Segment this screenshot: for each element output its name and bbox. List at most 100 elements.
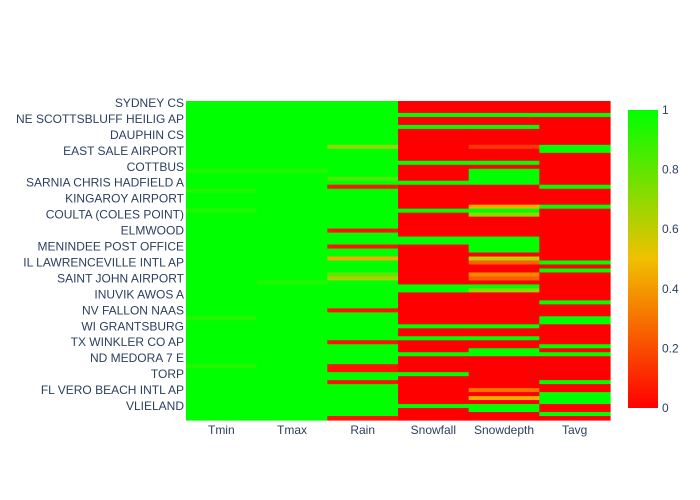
heatmap-cell xyxy=(468,292,540,297)
heatmap-cell xyxy=(186,236,258,242)
heatmap-cell xyxy=(539,384,611,389)
heatmap-cell xyxy=(468,216,540,222)
heatmap-cell xyxy=(256,144,328,150)
heatmap-cell xyxy=(186,328,258,333)
heatmap-cell xyxy=(256,252,328,258)
heatmap-cell xyxy=(327,344,399,349)
heatmap-cell xyxy=(539,128,611,134)
heatmap-cell xyxy=(398,252,470,258)
heatmap-cell xyxy=(398,400,470,405)
heatmap-cell xyxy=(468,304,540,309)
heatmap-cell xyxy=(256,260,328,266)
heatmap-cell xyxy=(186,348,258,353)
heatmap-cell xyxy=(539,176,611,182)
heatmap-cell xyxy=(398,104,470,110)
heatmap-cell xyxy=(327,348,399,353)
heatmap-cell xyxy=(468,140,540,146)
heatmap-cell xyxy=(186,260,258,266)
heatmap-cell xyxy=(186,160,258,166)
heatmap-cell xyxy=(539,396,611,401)
heatmap-cell xyxy=(398,280,470,286)
x-tick-label: Snowdepth xyxy=(474,423,534,437)
heatmap-cell xyxy=(539,232,611,238)
heatmap-cell xyxy=(468,212,540,218)
heatmap-cells xyxy=(186,101,611,421)
heatmap-cell xyxy=(327,212,399,218)
heatmap-cell xyxy=(468,308,540,313)
heatmap-cell xyxy=(327,248,399,254)
heatmap-cell xyxy=(186,116,258,122)
heatmap-cell xyxy=(468,360,540,365)
y-tick-label: SARNIA CHRIS HADFIELD A xyxy=(26,176,184,190)
heatmap-cell xyxy=(468,328,540,333)
heatmap-cell xyxy=(186,352,258,357)
heatmap-cell xyxy=(327,240,399,246)
heatmap-cell xyxy=(256,348,328,353)
heatmap-cell xyxy=(539,404,611,409)
heatmap-cell xyxy=(398,412,470,417)
heatmap-cell xyxy=(327,288,399,293)
heatmap-cell xyxy=(186,272,258,278)
heatmap-cell xyxy=(256,308,328,313)
heatmap-cell xyxy=(468,252,540,258)
heatmap-cell xyxy=(398,116,470,122)
heatmap-cell xyxy=(256,344,328,349)
heatmap-cell xyxy=(398,376,470,381)
heatmap-cell xyxy=(398,264,470,270)
heatmap-cell xyxy=(256,196,328,202)
heatmap-cell xyxy=(398,168,470,174)
heatmap-cell xyxy=(186,336,258,341)
heatmap-cell xyxy=(256,148,328,154)
heatmap-cell xyxy=(256,116,328,122)
colorbar-tick-label: 0.2 xyxy=(662,341,679,355)
heatmap-cell xyxy=(398,304,470,309)
y-tick-label: ND MEDORA 7 E xyxy=(90,351,184,365)
heatmap-cell xyxy=(539,412,611,417)
heatmap-cell xyxy=(398,384,470,389)
heatmap-cell xyxy=(256,184,328,190)
heatmap-cell xyxy=(256,180,328,186)
x-tick-label: Tmax xyxy=(277,423,307,437)
heatmap-cell xyxy=(398,404,470,409)
heatmap-cell xyxy=(186,264,258,270)
colorbar-tick-label: 1 xyxy=(662,103,669,117)
heatmap-cell xyxy=(327,204,399,210)
heatmap-cell xyxy=(186,108,258,114)
heatmap-cell xyxy=(539,336,611,341)
heatmap-cell xyxy=(398,212,470,218)
heatmap-cell xyxy=(327,380,399,385)
heatmap-cell xyxy=(468,260,540,266)
heatmap-cell xyxy=(256,292,328,297)
heatmap-cell xyxy=(468,148,540,154)
heatmap-cell xyxy=(327,404,399,409)
heatmap-cell xyxy=(186,256,258,262)
heatmap-cell xyxy=(327,388,399,393)
heatmap-cell xyxy=(327,200,399,206)
y-tick-label: KINGAROY AIRPORT xyxy=(65,192,185,206)
heatmap-cell xyxy=(398,352,470,357)
heatmap-cell xyxy=(256,356,328,361)
heatmap-cell xyxy=(186,228,258,234)
y-tick-label: ELMWOOD xyxy=(121,224,185,238)
heatmap-cell xyxy=(398,136,470,142)
heatmap-cell xyxy=(186,284,258,290)
heatmap-cell xyxy=(539,272,611,278)
heatmap-cell xyxy=(398,232,470,238)
heatmap-cell xyxy=(398,192,470,198)
heatmap-cell xyxy=(398,132,470,138)
heatmap-cell xyxy=(186,168,258,174)
heatmap-cell xyxy=(398,292,470,297)
heatmap-cell xyxy=(468,276,540,282)
heatmap-cell xyxy=(256,316,328,321)
heatmap-cell xyxy=(327,216,399,222)
heatmap-cell xyxy=(468,228,540,234)
heatmap-cell xyxy=(256,136,328,142)
y-tick-label: IL LAWRENCEVILLE INTL AP xyxy=(23,255,184,269)
heatmap-cell xyxy=(539,348,611,353)
heatmap-cell xyxy=(327,280,399,286)
heatmap-cell xyxy=(327,272,399,278)
heatmap-cell xyxy=(539,148,611,154)
heatmap-cell xyxy=(398,380,470,385)
heatmap-cell xyxy=(256,164,328,170)
colorbar-tick-label: 0.4 xyxy=(662,282,679,296)
